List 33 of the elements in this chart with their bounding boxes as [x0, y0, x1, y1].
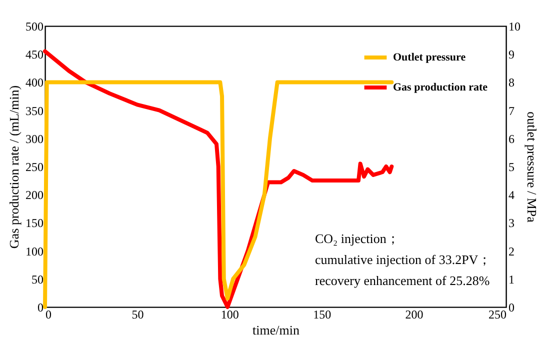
- y2-tick-label: 7: [508, 104, 514, 118]
- x-tick-label: 50: [132, 308, 144, 322]
- y-tick-label: 150: [26, 216, 44, 230]
- y-tick-label: 200: [26, 188, 44, 202]
- y2-axis-title: outlet pressure / MPa: [524, 112, 540, 223]
- y-tick-label: 400: [26, 76, 44, 90]
- y-tick-label: 500: [26, 20, 44, 34]
- y-tick-label: 300: [26, 132, 44, 146]
- y-tick-label: 350: [26, 104, 44, 118]
- annotation: recovery enhancement of 25.28%: [315, 273, 490, 288]
- y2-tick-label: 3: [508, 216, 514, 230]
- legend-label: Outlet pressure: [393, 52, 466, 64]
- y2-tick-label: 6: [508, 132, 514, 146]
- y-tick-label: 450: [26, 48, 44, 62]
- y-tick-label: 50: [32, 272, 44, 286]
- y2-tick-label: 1: [508, 272, 514, 286]
- y2-tick-label: 8: [508, 76, 514, 90]
- y-tick-label: 250: [26, 160, 44, 174]
- y2-tick-label: 9: [508, 48, 514, 62]
- x-tick-label: 100: [220, 308, 239, 322]
- annotation: CO₂ injection；: [315, 231, 400, 246]
- y-axis-title: Gas production rate / (mL/min): [6, 85, 22, 249]
- x-tick-label: 250: [488, 308, 506, 322]
- annotation: cumulative injection of 33.2PV；: [315, 252, 492, 267]
- y2-tick-label: 4: [508, 188, 514, 202]
- y2-tick-label: 5: [508, 160, 514, 174]
- x-tick-label: 200: [405, 308, 424, 322]
- x-tick-label: 150: [313, 308, 332, 322]
- y2-tick-label: 2: [508, 244, 514, 258]
- y-tick-label: 100: [26, 244, 44, 258]
- x-axis-title: time/min: [252, 322, 300, 338]
- legend-label: Gas production rate: [393, 82, 488, 94]
- y2-tick-label: 10: [508, 20, 520, 34]
